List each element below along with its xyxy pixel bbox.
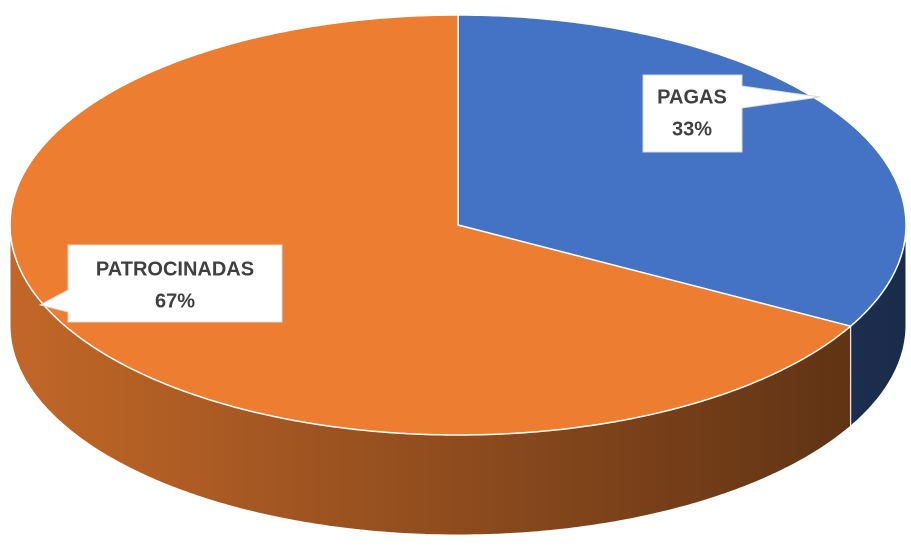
pie-tops	[9, 14, 907, 436]
callout-box	[38, 244, 283, 323]
value-label: 33%	[672, 118, 712, 140]
category-label: PAGAS	[657, 86, 727, 108]
callouts: PAGAS 33% PATROCINADAS 67%	[38, 74, 821, 323]
callout-box	[642, 74, 821, 153]
category-label: PATROCINADAS	[96, 258, 254, 280]
slice	[9, 14, 853, 436]
slice	[457, 14, 907, 328]
value-label: 67%	[155, 290, 195, 312]
